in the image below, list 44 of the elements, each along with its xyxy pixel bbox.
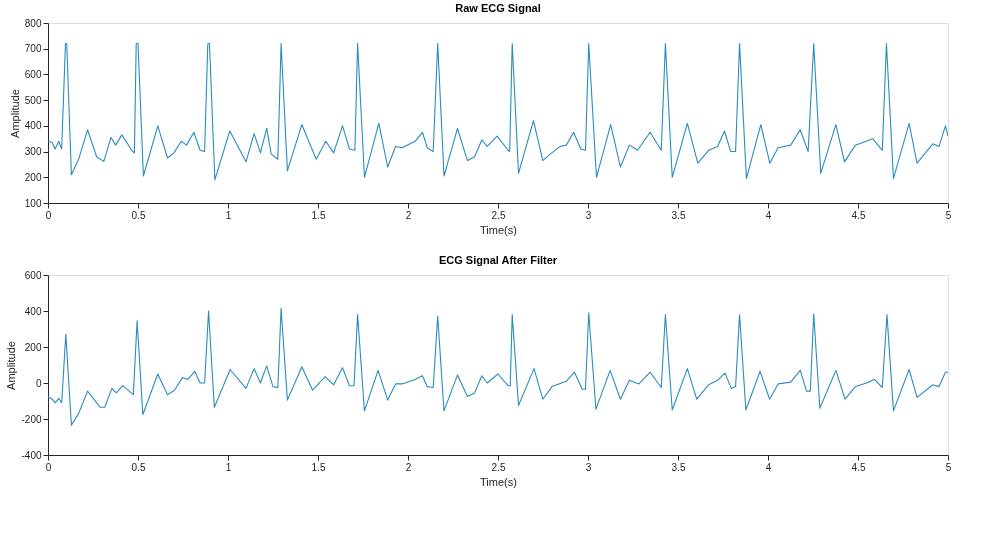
y-tick-label: 600 xyxy=(24,68,42,80)
y-tick-label: 400 xyxy=(24,120,42,132)
y-axis-title: Amplitude xyxy=(8,89,21,138)
x-axis-title: Time(s) xyxy=(480,223,517,236)
x-tick-label: 3 xyxy=(585,461,592,473)
y-tick-label: 700 xyxy=(24,43,42,55)
line-series xyxy=(48,307,948,426)
x-tick-label: 1 xyxy=(225,461,232,473)
x-tick-label: 0 xyxy=(45,209,52,221)
x-tick-label: 3.5 xyxy=(671,209,686,221)
x-tick-label: 4 xyxy=(765,461,772,473)
x-tick-label: 4.5 xyxy=(851,461,866,473)
x-tick-label: 1.5 xyxy=(311,209,326,221)
chart-title: Raw ECG Signal xyxy=(455,2,541,14)
x-tick-label: 0 xyxy=(45,461,52,473)
x-tick-label: 1 xyxy=(225,209,232,221)
x-tick-label: 2 xyxy=(405,209,412,221)
y-axis-title: Amplitude xyxy=(5,341,18,390)
y-tick-label: 100 xyxy=(24,197,42,209)
y-tick-label: -200 xyxy=(21,413,42,425)
x-tick-label: 5 xyxy=(945,461,952,473)
y-tick-label: 800 xyxy=(24,17,42,29)
y-tick-label: 300 xyxy=(24,146,42,158)
x-tick-label: 0.5 xyxy=(131,461,146,473)
x-tick-label: 2.5 xyxy=(491,461,506,473)
x-tick-label: 4 xyxy=(765,209,772,221)
x-tick-label: 5 xyxy=(945,209,952,221)
chart-title: ECG Signal After Filter xyxy=(438,254,558,266)
y-tick-label: 0 xyxy=(35,377,42,389)
y-tick-label: 200 xyxy=(24,341,42,353)
y-tick-label: 200 xyxy=(24,171,42,183)
x-tick-label: 4.5 xyxy=(851,209,866,221)
x-tick-label: 0.5 xyxy=(131,209,146,221)
x-tick-label: 3.5 xyxy=(671,461,686,473)
x-tick-label: 1.5 xyxy=(311,461,326,473)
y-tick-label: 600 xyxy=(24,269,42,281)
y-tick-label: 500 xyxy=(24,94,42,106)
x-tick-label: 2.5 xyxy=(491,209,506,221)
y-tick-label: 400 xyxy=(24,305,42,317)
y-tick-label: -400 xyxy=(21,449,42,461)
x-tick-label: 2 xyxy=(405,461,412,473)
x-tick-label: 3 xyxy=(585,209,592,221)
line-series xyxy=(48,43,948,181)
x-axis-title: Time(s) xyxy=(480,475,517,488)
